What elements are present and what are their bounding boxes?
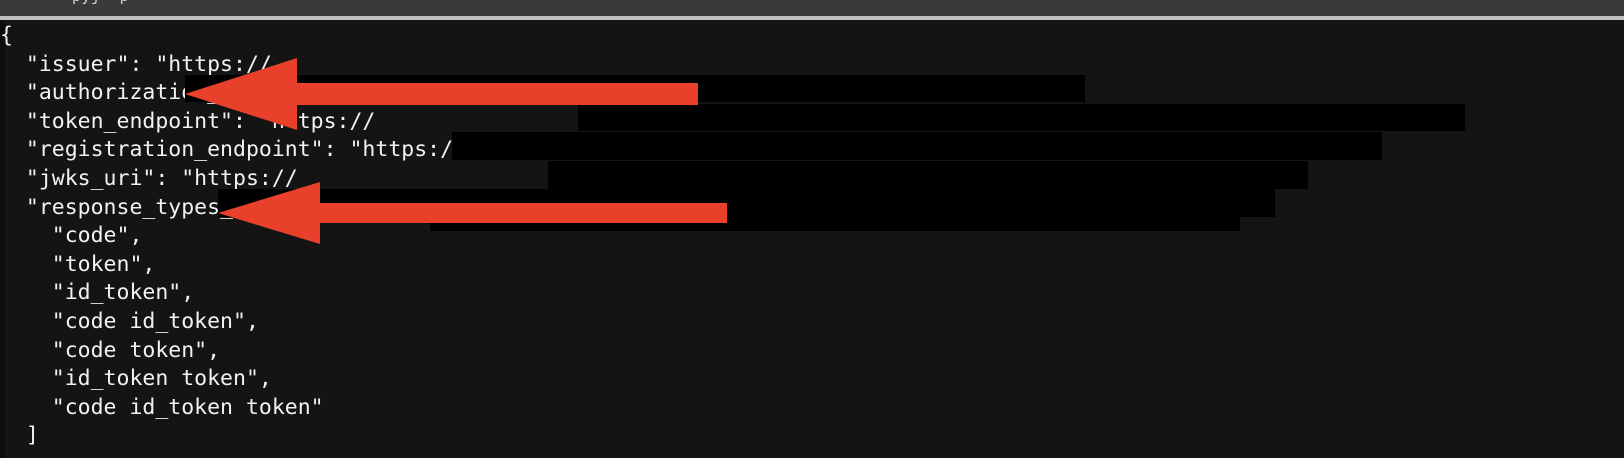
redaction-registration-endpoint [548,161,1308,189]
arrow-issuer [185,58,698,130]
left-gutter-strip [0,20,5,458]
toolbar-clipped-text: pyj p [72,0,129,5]
arrow-jwks-uri [218,182,727,244]
toolbar-separator [0,16,1624,20]
code-viewport[interactable]: { "issuer": "https:// "authorization_end… [0,20,1624,458]
redaction-authorization-endpoint [578,104,1465,131]
toolbar-strip: pyj p [0,0,1624,16]
redaction-token-endpoint [452,132,1382,160]
